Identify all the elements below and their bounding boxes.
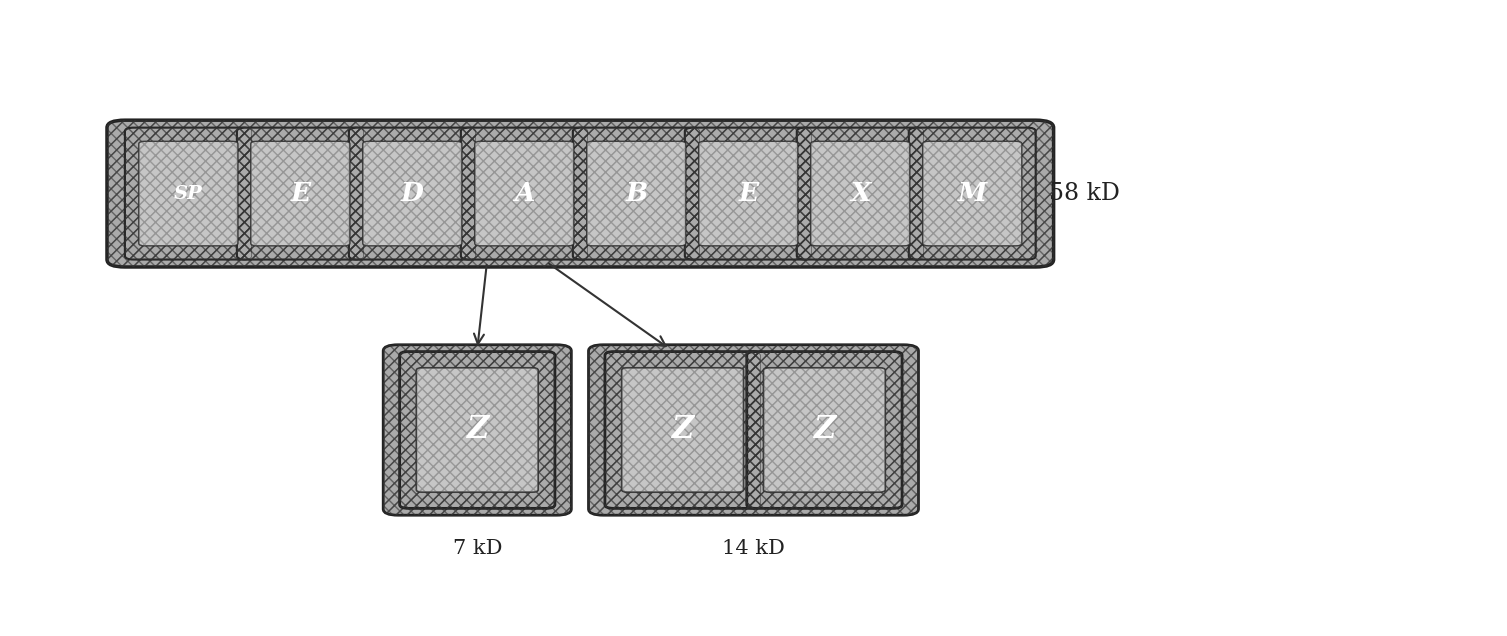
FancyBboxPatch shape: [383, 345, 571, 515]
FancyBboxPatch shape: [237, 128, 363, 259]
FancyBboxPatch shape: [764, 368, 885, 492]
FancyBboxPatch shape: [107, 120, 1053, 267]
Text: 14 kD: 14 kD: [722, 539, 785, 558]
FancyBboxPatch shape: [699, 141, 797, 246]
FancyBboxPatch shape: [684, 128, 812, 259]
Text: SP: SP: [173, 184, 203, 203]
FancyBboxPatch shape: [399, 352, 555, 508]
FancyBboxPatch shape: [604, 352, 760, 508]
Text: A: A: [514, 181, 535, 206]
Text: D: D: [401, 181, 423, 206]
Text: 58 kD: 58 kD: [1049, 182, 1120, 205]
Text: Z: Z: [814, 415, 835, 445]
FancyBboxPatch shape: [922, 141, 1022, 246]
Text: Z: Z: [672, 415, 693, 445]
Text: E: E: [291, 181, 310, 206]
FancyBboxPatch shape: [363, 141, 461, 246]
FancyBboxPatch shape: [573, 128, 699, 259]
FancyBboxPatch shape: [250, 141, 350, 246]
Text: X: X: [850, 181, 871, 206]
FancyBboxPatch shape: [747, 352, 903, 508]
FancyBboxPatch shape: [348, 128, 476, 259]
Text: Z: Z: [466, 415, 488, 445]
Text: 7 kD: 7 kD: [452, 539, 502, 558]
FancyBboxPatch shape: [909, 128, 1035, 259]
Text: E: E: [738, 181, 758, 206]
FancyBboxPatch shape: [622, 368, 743, 492]
FancyBboxPatch shape: [589, 345, 918, 515]
FancyBboxPatch shape: [461, 128, 588, 259]
FancyBboxPatch shape: [475, 141, 574, 246]
FancyBboxPatch shape: [586, 141, 686, 246]
FancyBboxPatch shape: [797, 128, 924, 259]
FancyBboxPatch shape: [416, 368, 538, 492]
FancyBboxPatch shape: [811, 141, 910, 246]
Text: B: B: [625, 181, 648, 206]
FancyBboxPatch shape: [139, 141, 238, 246]
Text: M: M: [957, 181, 987, 206]
FancyBboxPatch shape: [125, 128, 252, 259]
